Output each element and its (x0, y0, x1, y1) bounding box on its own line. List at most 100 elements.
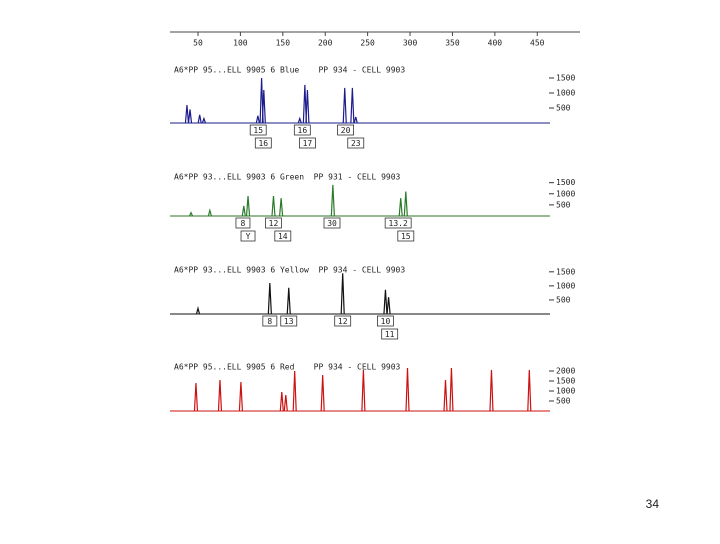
peak (267, 283, 272, 315)
peak (271, 195, 276, 217)
peak (241, 205, 246, 217)
peak (187, 109, 193, 124)
peak (383, 289, 388, 315)
allele-label: 11 (385, 330, 395, 339)
allele-box (347, 137, 365, 149)
peak (527, 369, 532, 412)
peak (188, 211, 194, 217)
y-tick-label: 1000 (556, 89, 575, 98)
y-tick-label: 500 (556, 397, 571, 406)
peak (361, 369, 366, 412)
peak (353, 116, 358, 124)
peak (398, 198, 403, 217)
allele-label: 12 (338, 317, 348, 326)
peak (342, 87, 347, 124)
allele-box (265, 217, 282, 229)
allele-box (397, 230, 415, 242)
allele-label: 8 (267, 317, 272, 326)
allele-label: 30 (327, 219, 337, 228)
y-tick-label: 1000 (556, 189, 575, 198)
allele-label: 13 (284, 317, 294, 326)
y-tick-label: 500 (556, 104, 571, 113)
allele-label: 17 (303, 139, 313, 148)
peak (302, 84, 307, 124)
allele-box (381, 328, 399, 340)
x-tick-label: 350 (445, 39, 460, 48)
x-tick-label: 50 (193, 39, 203, 48)
peak (279, 391, 284, 412)
panel-title: A6*PP 95...ELL 9905 6 Red PP 934 - CELL … (174, 363, 401, 372)
allele-box (235, 217, 251, 229)
panel-title: A6*PP 93...ELL 9903 6 Yellow PP 934 - CE… (174, 266, 405, 275)
x-tick-label: 200 (318, 39, 333, 48)
peak (184, 104, 190, 124)
peak (217, 379, 223, 412)
peak (245, 195, 251, 217)
peak (443, 379, 448, 412)
peak (283, 394, 288, 412)
x-tick-label: 400 (488, 39, 503, 48)
y-tick-label: 1500 (556, 74, 575, 83)
peak (255, 115, 260, 124)
allele-box (377, 315, 394, 327)
peak (207, 208, 212, 217)
y-tick-label: 1000 (556, 281, 575, 290)
allele-label: 16 (258, 139, 268, 148)
allele-label: 8 (241, 219, 246, 228)
y-tick-label: 500 (556, 295, 571, 304)
peak (193, 382, 199, 412)
page-number: 34 (646, 497, 660, 511)
allele-box (384, 217, 412, 229)
allele-label: 13.2 (389, 219, 408, 228)
y-tick-label: 1500 (556, 267, 575, 276)
peak (405, 367, 410, 412)
peak (340, 273, 345, 315)
allele-box (323, 217, 341, 229)
peak (320, 374, 325, 412)
peak (386, 297, 391, 315)
peak (261, 89, 266, 124)
allele-box (274, 230, 292, 242)
peak (489, 369, 494, 412)
allele-label: 14 (278, 232, 288, 241)
peak (195, 306, 201, 315)
x-tick-label: 100 (233, 39, 248, 48)
peak (305, 89, 310, 124)
panel-title: A6*PP 93...ELL 9903 6 Green PP 931 - CEL… (174, 173, 401, 182)
x-tick-label: 250 (360, 39, 375, 48)
peak (197, 114, 202, 124)
peak (201, 116, 206, 124)
allele-box (334, 315, 352, 327)
allele-label: 12 (269, 219, 279, 228)
allele-label: Y (246, 232, 251, 241)
allele-box (262, 315, 278, 327)
allele-box (280, 315, 298, 327)
allele-label: 23 (351, 139, 361, 148)
allele-label: 10 (381, 317, 391, 326)
allele-box (299, 137, 316, 149)
y-tick-label: 1500 (556, 377, 575, 386)
allele-box (337, 124, 354, 136)
x-tick-label: 450 (530, 39, 545, 48)
peak (286, 287, 291, 315)
y-tick-label: 2000 (556, 367, 575, 376)
allele-label: 15 (253, 126, 263, 135)
peak (297, 116, 302, 124)
peak (403, 191, 408, 217)
allele-box (240, 230, 256, 242)
allele-box (249, 124, 267, 136)
allele-label: 20 (341, 126, 351, 135)
peak (279, 198, 284, 217)
allele-box (293, 124, 311, 136)
peak (292, 370, 297, 412)
x-tick-label: 300 (403, 39, 418, 48)
peak (330, 184, 335, 217)
x-tick-label: 150 (276, 39, 291, 48)
peak (238, 381, 244, 412)
allele-label: 15 (401, 232, 411, 241)
peak (449, 367, 454, 412)
y-tick-label: 1500 (556, 178, 575, 187)
allele-label: 16 (298, 126, 308, 135)
panel-title: A6*PP 95...ELL 9905 6 Blue PP 934 - CELL… (174, 66, 405, 75)
